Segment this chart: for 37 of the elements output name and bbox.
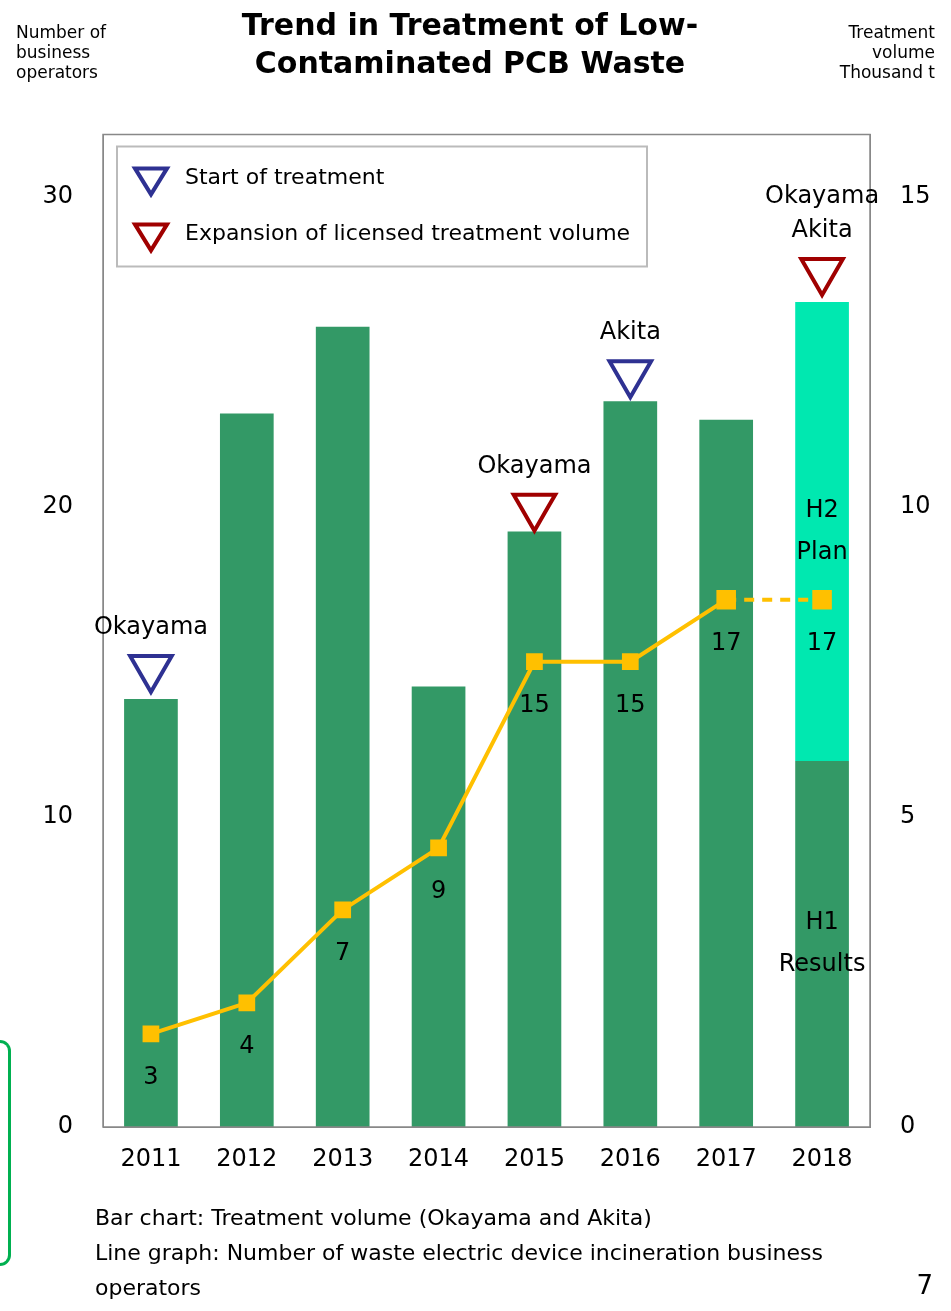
y2-tick-label: 5 — [900, 801, 916, 830]
y2-tick-label: 10 — [900, 490, 931, 519]
data-label: Akita — [599, 317, 661, 346]
y-tick-label: 30 — [42, 180, 73, 209]
y-axis-title: Number of business operators — [16, 22, 108, 82]
y2-tick-label: 0 — [900, 1111, 916, 1140]
series-label: H2 Plan — [796, 494, 848, 565]
x-tick-label: 2014 — [408, 1143, 470, 1172]
y-tick-label: 0 — [57, 1111, 73, 1140]
legend-label: Start of treatment — [185, 164, 385, 190]
x-tick-label: 2017 — [695, 1143, 757, 1172]
data-label: 17 — [806, 627, 838, 656]
y2-axis-title: Treatment volume Thousand t — [838, 22, 935, 82]
x-tick-label: 2013 — [312, 1143, 374, 1172]
data-label: 3 — [143, 1062, 159, 1091]
legend-label: Expansion of licensed treatment volume — [185, 220, 631, 246]
text: Line graph: Number of waste electric device incineration business operators — [95, 1239, 824, 1302]
x-tick-label: 2015 — [503, 1143, 565, 1172]
data-label: 17 — [710, 627, 742, 656]
x-tick-label: 2016 — [599, 1143, 661, 1172]
data-label: Okayama Akita — [765, 181, 880, 244]
text: Bar chart: Treatment volume (Okayama and Akita) — [95, 1204, 653, 1232]
data-label: Okayama — [93, 612, 208, 641]
data-label: Okayama — [477, 450, 592, 479]
data-label: 15 — [615, 689, 646, 718]
x-tick-label: 2012 — [216, 1143, 278, 1172]
data-label: 7 — [335, 938, 351, 967]
x-tick-label: 2018 — [791, 1143, 853, 1172]
data-label: 15 — [519, 689, 550, 718]
y-tick-label: 20 — [42, 490, 73, 519]
x-tick-label: 2011 — [120, 1143, 182, 1172]
data-label: 4 — [239, 1031, 255, 1060]
y2-tick-label: 15 — [900, 180, 931, 209]
text: 7 — [916, 1270, 933, 1300]
y-tick-label: 10 — [42, 801, 73, 830]
chart-title: Trend in Treatment of Low-Contaminated PCB Waste — [240, 6, 700, 82]
data-label: 9 — [430, 876, 447, 905]
